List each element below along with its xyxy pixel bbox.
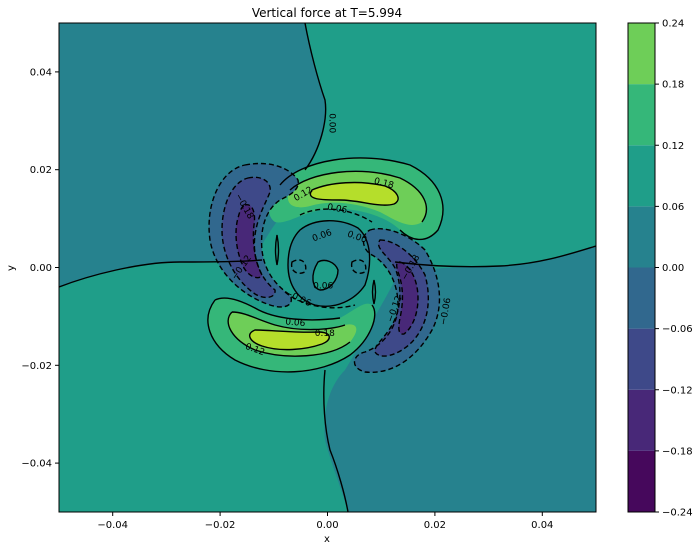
colorbar-band — [628, 145, 655, 207]
y-tick-label: 0.04 — [30, 67, 52, 78]
contour-line-zero-upper — [304, 23, 327, 171]
contour-fill-neg0.18-neg0.12-right — [374, 240, 429, 357]
contour-fill-neg0.24-neg0.18-right — [396, 262, 418, 335]
y-tick-label: 0.00 — [30, 263, 52, 274]
contour-label: 0.18 — [315, 329, 335, 339]
contour-lines — [59, 23, 596, 512]
colorbar: −0.24 −0.18 −0.12 −0.06 0.00 0.06 0.12 0.18 0.24 — [627, 19, 693, 519]
y-tick-label: −0.04 — [21, 459, 52, 470]
contour-line-neg0.12-right — [374, 239, 429, 357]
contour-label: 0.06 — [313, 282, 333, 292]
contour-line-slit-left — [274, 234, 280, 266]
colorbar-band — [628, 206, 655, 268]
plot-area: 0.000.180.120.060.06 0.000.06−0.060.060.1… — [59, 23, 596, 512]
contour-fill-neg0.06-0.00-lower-right — [324, 246, 596, 512]
contour-lines-negative — [208, 162, 441, 373]
y-tick-label: 0.02 — [30, 165, 52, 176]
contour-line-neg0.18-left — [235, 204, 263, 279]
colorbar-tick-label: −0.12 — [662, 385, 693, 396]
colorbar-tick-label: −0.24 — [662, 508, 693, 519]
x-tick-label: −0.04 — [97, 520, 128, 531]
contour-line-0.12-lower — [227, 311, 351, 357]
contour-fill-center-pos — [312, 260, 338, 290]
contour-line-zero-left — [59, 259, 263, 288]
x-tick-label: 0.02 — [424, 520, 446, 531]
colorbar-band — [628, 84, 655, 146]
colorbar-tick-label: 0.18 — [662, 80, 684, 91]
x-tick-label: −0.02 — [205, 520, 236, 531]
x-tick-label: 0.04 — [531, 520, 553, 531]
contour-line-zero-lower — [323, 369, 349, 512]
y-axis: −0.04 −0.02 0.00 0.02 0.04 — [21, 67, 59, 470]
contour-label: 0.00 — [326, 113, 336, 133]
colorbar-band — [628, 23, 655, 85]
colorbar-band — [628, 389, 655, 451]
contour-line-neg0.18-right — [395, 261, 419, 335]
contour-label: −0.06 — [439, 297, 454, 326]
colorbar-tick-label: 0.24 — [662, 19, 684, 30]
colorbar-tick-label: −0.06 — [662, 324, 693, 335]
contour-line-neg0.06-right — [353, 228, 441, 373]
contour-label: 0.06 — [285, 317, 306, 329]
contour-line-neg0.12-left — [221, 176, 276, 299]
colorbar-tick-label: −0.18 — [662, 446, 693, 457]
colorbar-tick-label: 0.06 — [662, 202, 684, 213]
contour-line-0.12-upper — [289, 170, 427, 223]
chart-title: Vertical force at T=5.994 — [252, 6, 402, 20]
contour-fill-0.18-0.24-lower — [249, 330, 330, 350]
x-axis-label: x — [324, 534, 330, 545]
y-axis-label: y — [6, 265, 17, 271]
contour-line-slit-right — [371, 279, 377, 305]
x-axis: −0.04 −0.02 0.00 0.02 0.04 — [97, 512, 553, 531]
contour-line-center — [287, 220, 371, 307]
contour-line-center-pos — [312, 259, 339, 291]
contour-line-0.18-upper — [309, 181, 399, 206]
contour-line-0.06-upper — [279, 157, 444, 241]
colorbar-band — [628, 328, 655, 390]
colorbar-band — [628, 450, 655, 512]
y-tick-label: −0.02 — [21, 361, 52, 372]
colorbar-tick-label: 0.00 — [662, 263, 684, 274]
x-tick-label: 0.00 — [316, 520, 338, 531]
contour-label: 0.06 — [326, 203, 348, 216]
colorbar-band — [628, 267, 655, 329]
contour-line-0.06-lower — [207, 297, 376, 373]
contour-line-neg-inner-ring — [284, 208, 373, 309]
contour-line-0.18-lower — [248, 329, 330, 351]
contour-line-neg0.06-left — [208, 162, 299, 308]
colorbar-tick-label: 0.12 — [662, 141, 684, 152]
contour-line-zero-right — [394, 245, 596, 268]
